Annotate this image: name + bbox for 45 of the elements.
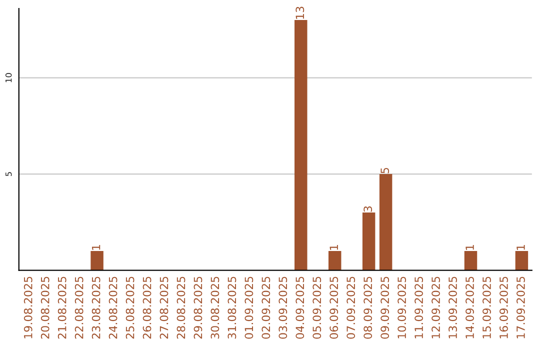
data-label: 1 <box>466 245 474 250</box>
x-tick-label: 21.08.2025 <box>58 276 66 339</box>
x-tick-label: 26.08.2025 <box>142 276 152 339</box>
x-tick-label: 17.09.2025 <box>516 276 525 338</box>
x-tick-label: 27.08.2025 <box>160 276 168 339</box>
x-tick-label: 22.08.2025 <box>74 276 84 339</box>
x-tick-label: 04.09.2025 <box>296 276 304 339</box>
x-tick-label: 03.09.2025 <box>278 276 288 339</box>
x-tick-label: 28.08.2025 <box>176 276 186 339</box>
x-tick-label: 24.08.2025 <box>108 276 118 339</box>
x-tick-label: 30.08.2025 <box>210 276 220 339</box>
bar <box>328 251 342 270</box>
x-tick-label: 10.09.2025 <box>398 276 406 338</box>
bar <box>362 212 376 270</box>
x-tick-label: 02.09.2025 <box>262 276 270 339</box>
x-tick-label: 12.09.2025 <box>432 276 440 338</box>
x-tick-label: 14.09.2025 <box>466 276 474 338</box>
data-label: 5 <box>380 168 390 174</box>
x-tick-label: 20.08.2025 <box>40 276 50 339</box>
data-label: 13 <box>296 6 304 19</box>
data-label: 1 <box>92 245 100 250</box>
bar <box>294 20 308 270</box>
x-tick-label: 29.08.2025 <box>194 276 202 339</box>
x-tick-label: 15.09.2025 <box>482 276 491 338</box>
data-label: 1 <box>516 245 525 250</box>
x-tick-label: 11.09.2025 <box>414 276 424 338</box>
bar <box>90 251 104 270</box>
bar <box>464 251 478 270</box>
data-label: 3 <box>364 206 372 212</box>
y-tick-label: 10 <box>5 73 12 82</box>
x-tick-label: 25.08.2025 <box>126 276 134 339</box>
x-tick-label: 09.09.2025 <box>380 276 390 339</box>
x-tick-label: 05.09.2025 <box>312 276 322 339</box>
bar <box>379 174 392 270</box>
x-tick-label: 23.08.2025 <box>92 276 100 339</box>
bar <box>515 251 528 270</box>
x-tick-label: 07.09.2025 <box>346 276 356 339</box>
x-tick-label: 19.08.2025 <box>24 276 32 338</box>
x-tick-label: 08.09.2025 <box>364 276 372 339</box>
x-tick-label: 31.08.2025 <box>228 276 236 339</box>
x-tick-label: 16.09.2025 <box>500 276 508 338</box>
x-tick-label: 13.09.2025 <box>448 276 457 338</box>
x-tick-label: 01.09.2025 <box>244 276 254 339</box>
data-label: 1 <box>330 245 338 250</box>
x-tick-label: 06.09.2025 <box>330 276 338 339</box>
